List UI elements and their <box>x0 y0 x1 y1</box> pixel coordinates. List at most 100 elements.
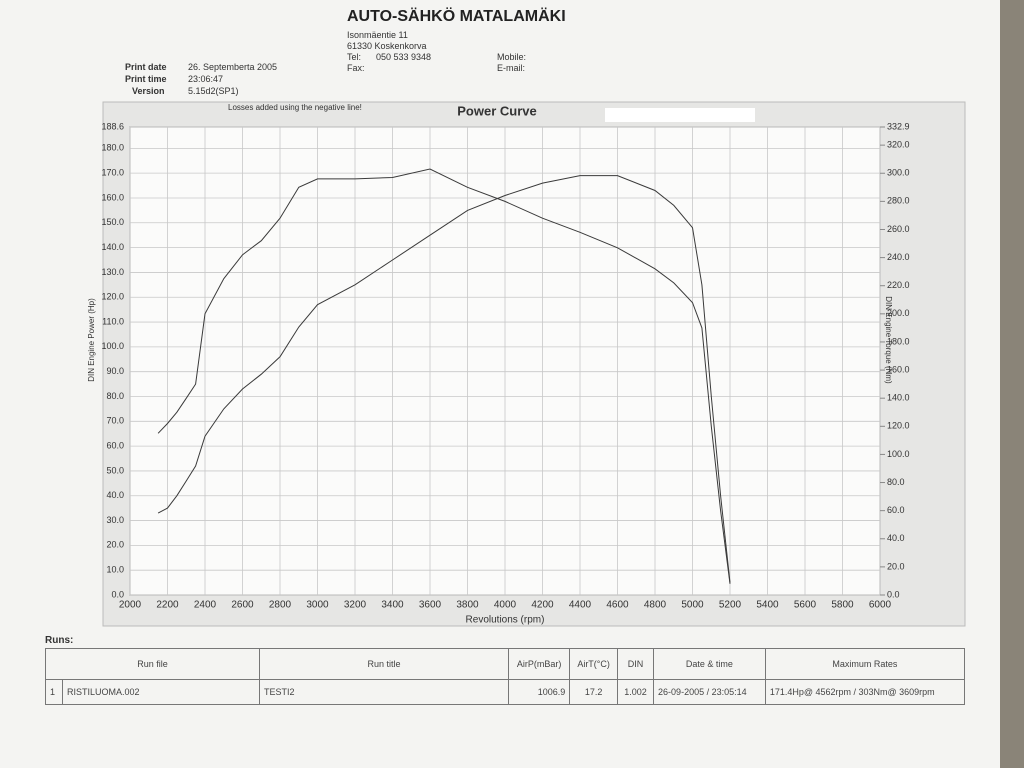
x-tick-label: 2800 <box>269 600 292 611</box>
y-tick-label: 150.0 <box>101 217 124 227</box>
y-tick-label: 188.6 <box>101 121 124 131</box>
x-tick-label: 5400 <box>756 600 779 611</box>
x-tick-label: 3200 <box>344 600 367 611</box>
y-tick-label: 30.0 <box>106 515 124 525</box>
y2-tick-label: 80.0 <box>887 477 905 487</box>
x-tick-label: 5800 <box>831 600 854 611</box>
chart: Power Curve Losses added using the negat… <box>87 101 966 627</box>
y2-tick-label: 180.0 <box>887 336 910 346</box>
y2-tick-label: 300.0 <box>887 168 910 178</box>
header-cell: AirP(mBar) <box>508 648 571 680</box>
x-tick-label: 3400 <box>381 600 404 611</box>
y2-tick-label: 140.0 <box>887 393 910 403</box>
x-tick-label: 5200 <box>719 600 742 611</box>
y2-tick-label: 20.0 <box>887 561 905 571</box>
chart-title: Power Curve <box>457 103 536 118</box>
print-label: Version <box>132 86 165 96</box>
header-cell: Run file <box>44 648 261 680</box>
x-tick-label: 5000 <box>681 600 704 611</box>
header-cell: Maximum Rates <box>764 648 966 680</box>
y-tick-label: 60.0 <box>106 440 124 450</box>
blank-box <box>605 108 755 122</box>
cell: 17.2 <box>569 679 618 705</box>
cell: 171.4Hp@ 4562rpm / 303Nm@ 3609rpm <box>764 679 966 705</box>
cell: 1.002 <box>616 679 655 705</box>
x-tick-label: 3800 <box>456 600 479 611</box>
print-value: 5.15d2(SP1) <box>188 86 239 96</box>
x-tick-label: 2600 <box>231 600 254 611</box>
y-tick-label: 120.0 <box>101 292 124 302</box>
runs-label: Runs: <box>45 635 74 646</box>
print-label: Print date <box>125 62 167 72</box>
city: 61330 Koskenkorva <box>347 41 427 51</box>
runs-table: Run file Run title AirP(mBar) AirT(°C) D… <box>44 648 966 705</box>
x-tick-label: 2200 <box>156 600 179 611</box>
cell: 1006.9 <box>508 679 571 705</box>
cell: 1 <box>45 679 63 705</box>
y-tick-label: 50.0 <box>106 465 124 475</box>
x-tick-label: 4000 <box>494 600 517 611</box>
x-tick-label: 6000 <box>869 600 892 611</box>
run-row: 1 RISTILUOMA.002 TESTI2 1006.9 17.2 1.00… <box>45 679 966 705</box>
y2-tick-label: 160.0 <box>887 364 910 374</box>
header-cell: AirT(°C) <box>569 648 618 680</box>
y-tick-label: 10.0 <box>106 565 124 575</box>
y2-axis-label: DIN Engine Torque (Nm) <box>884 296 893 384</box>
y2-tick-label: 280.0 <box>887 196 910 206</box>
y-tick-label: 90.0 <box>106 366 124 376</box>
y-tick-label: 130.0 <box>101 267 124 277</box>
y2-tick-label: 60.0 <box>887 505 905 515</box>
print-label: Print time <box>125 74 167 84</box>
y-axis-label: DIN Engine Power (Hp) <box>87 298 96 382</box>
mobile-label: Mobile: <box>497 52 527 62</box>
y-tick-label: 180.0 <box>101 143 124 153</box>
y2-tick-label: 40.0 <box>887 533 905 543</box>
note: Losses added using the negative line! <box>228 103 362 112</box>
y-tick-label: 70.0 <box>106 416 124 426</box>
header-cell: Run title <box>259 648 510 680</box>
y-tick-label: 80.0 <box>106 391 124 401</box>
y-tick-label: 40.0 <box>106 490 124 500</box>
y-tick-label: 170.0 <box>101 168 124 178</box>
y2-tick-label: 240.0 <box>887 252 910 262</box>
header-row: Run file Run title AirP(mBar) AirT(°C) D… <box>44 648 966 680</box>
x-tick-label: 3000 <box>306 600 329 611</box>
x-tick-label: 4800 <box>644 600 667 611</box>
y-tick-label: 110.0 <box>102 316 124 326</box>
cell: 26-09-2005 / 23:05:14 <box>653 679 766 705</box>
x-tick-label: 2400 <box>194 600 217 611</box>
x-axis-label: Revolutions (rpm) <box>466 615 545 626</box>
x-tick-label: 5600 <box>794 600 817 611</box>
company: AUTO-SÄHKÖ MATALAMÄKI <box>347 8 566 25</box>
y-tick-label: 100.0 <box>101 341 124 351</box>
y2-tick-label: 220.0 <box>887 280 910 290</box>
tel: 050 533 9348 <box>376 52 432 62</box>
x-tick-label: 4600 <box>606 600 629 611</box>
tel-label: Tel: <box>347 52 362 62</box>
print-value: 23:06:47 <box>188 74 224 84</box>
cell: RISTILUOMA.002 <box>61 679 261 705</box>
y2-tick-label: 320.0 <box>887 140 910 150</box>
x-tick-label: 2000 <box>119 600 142 611</box>
header-cell: DIN <box>616 648 655 680</box>
y2-tick-label: 260.0 <box>887 224 910 234</box>
y-tick-label: 160.0 <box>101 192 124 202</box>
x-tick-label: 3600 <box>419 600 442 611</box>
y2-tick-label: 200.0 <box>887 308 910 318</box>
y-tick-label: 0.0 <box>111 589 124 599</box>
x-tick-label: 4200 <box>531 600 554 611</box>
cell: TESTI2 <box>259 679 510 705</box>
y2-tick-label: 0.0 <box>887 589 900 599</box>
series-line <box>157 175 731 583</box>
y-tick-label: 140.0 <box>101 242 124 252</box>
y-tick-label: 20.0 <box>106 540 124 550</box>
y2-tick-label: 332.9 <box>887 121 910 131</box>
address: Isonmäentie 11 <box>347 30 408 40</box>
y2-tick-label: 120.0 <box>887 421 910 431</box>
email-label: E-mail: <box>497 63 526 73</box>
series-line <box>157 168 731 584</box>
fax-label: Fax: <box>347 63 365 73</box>
header-cell: Date & time <box>653 648 766 680</box>
print-value: 26. Septemberta 2005 <box>188 62 278 72</box>
